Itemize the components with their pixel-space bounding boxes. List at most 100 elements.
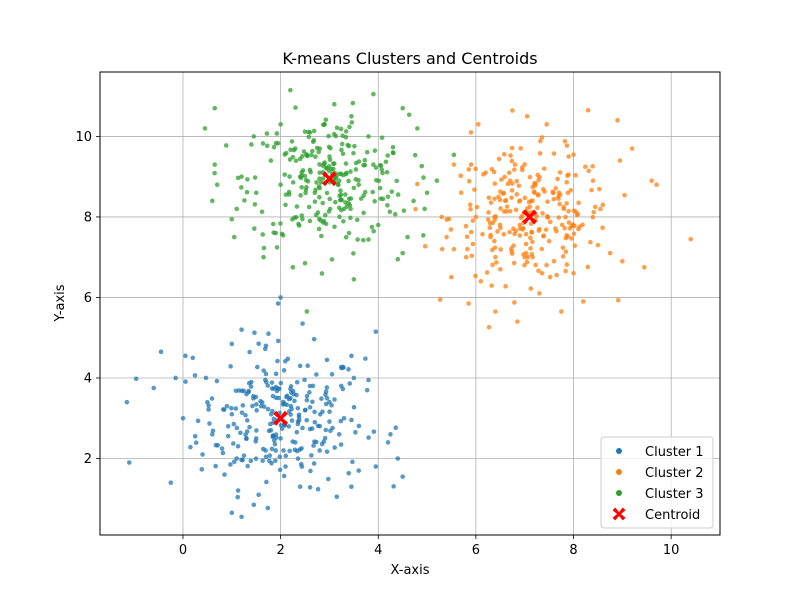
scatter-point — [310, 148, 315, 154]
scatter-point — [525, 254, 531, 260]
scatter-point — [338, 197, 343, 203]
scatter-point — [473, 166, 478, 172]
scatter-point — [230, 441, 236, 446]
scatter-point — [571, 231, 577, 237]
scatter-point — [522, 162, 527, 167]
scatter-point — [287, 448, 292, 454]
scatter-point — [325, 476, 331, 482]
scatter-point — [590, 163, 595, 169]
scatter-point — [258, 398, 263, 404]
scatter-point — [343, 234, 349, 240]
legend-box — [600, 436, 714, 529]
scatter-point — [309, 453, 314, 458]
scatter-point — [244, 418, 250, 423]
scatter-point — [531, 189, 537, 194]
scatter-point — [320, 200, 326, 206]
scatter-point — [557, 201, 562, 207]
scatter-point — [307, 218, 313, 224]
scatter-point — [353, 167, 359, 172]
scatter-point — [219, 446, 225, 451]
scatter-point — [642, 264, 647, 270]
scatter-point — [321, 122, 326, 128]
scatter-point — [363, 356, 368, 361]
y-tick-label: 6 — [84, 291, 92, 306]
scatter-point — [379, 167, 385, 172]
scatter-point — [319, 396, 324, 401]
scatter-point — [519, 167, 525, 173]
scatter-point — [468, 130, 474, 135]
scatter-point — [620, 258, 625, 264]
scatter-point — [385, 153, 391, 158]
scatter-point — [317, 170, 322, 175]
scatter-point — [469, 253, 475, 259]
scatter-point — [274, 388, 280, 394]
scatter-point — [292, 447, 298, 453]
scatter-point — [513, 228, 519, 234]
scatter-point — [581, 299, 586, 304]
scatter-point — [538, 138, 543, 144]
scatter-point — [294, 379, 300, 385]
scatter-point — [388, 432, 393, 437]
scatter-point — [589, 187, 594, 193]
scatter-point — [271, 230, 277, 235]
scatter-point — [214, 182, 220, 188]
scatter-point — [400, 474, 405, 479]
centroid-markers — [273, 171, 538, 426]
scatter-point — [366, 435, 371, 440]
scatter-point — [262, 377, 268, 383]
scatter-point — [263, 371, 269, 377]
x-tick-label: 8 — [569, 543, 577, 558]
scatter-point — [319, 233, 324, 239]
scatter-point — [202, 126, 208, 131]
scatter-point — [275, 338, 281, 344]
scatter-point — [551, 258, 557, 264]
scatter-point — [297, 484, 303, 489]
scatter-point — [251, 134, 257, 139]
scatter-point — [516, 183, 522, 189]
scatter-point — [215, 443, 221, 448]
scatter-point — [541, 233, 546, 239]
scatter-point — [210, 428, 216, 434]
scatter-point — [507, 208, 513, 214]
scatter-point — [275, 301, 281, 306]
scatter-point — [151, 385, 157, 391]
scatter-point — [346, 178, 351, 184]
scatter-point — [576, 200, 581, 206]
scatter-point — [395, 192, 401, 197]
scatter-point — [488, 200, 494, 205]
scatter-point — [332, 101, 337, 107]
scatter-point — [595, 242, 601, 248]
scatter-point — [478, 279, 484, 284]
scatter-point — [511, 260, 517, 266]
scatter-point — [317, 176, 322, 181]
scatter-point — [235, 443, 241, 449]
scatter-point — [493, 254, 498, 260]
scatter-point — [378, 163, 383, 168]
scatter-point — [296, 417, 302, 423]
scatter-point — [222, 472, 227, 477]
scatter-point — [511, 243, 516, 248]
scatter-point — [243, 412, 248, 418]
scatter-point — [293, 158, 299, 164]
scatter-point — [290, 264, 296, 270]
scatter-point — [231, 459, 237, 465]
scatter-point — [324, 449, 330, 454]
scatter-point — [302, 377, 307, 383]
scatter-point — [268, 158, 274, 163]
scatter-point — [352, 143, 357, 149]
scatter-point — [468, 229, 474, 235]
scatter-point — [267, 453, 273, 458]
scatter-point — [286, 424, 292, 429]
scatter-point — [327, 419, 332, 424]
scatter-point — [288, 386, 293, 392]
scatter-point — [347, 124, 352, 130]
scatter-point — [390, 144, 396, 150]
scatter-point — [231, 234, 237, 240]
scatter-point — [340, 151, 346, 157]
scatter-point — [541, 166, 547, 171]
scatter-point — [238, 430, 243, 436]
scatter-point — [517, 222, 523, 228]
scatter-point — [288, 87, 293, 93]
scatter-point — [183, 379, 188, 384]
scatter-point — [546, 238, 552, 244]
